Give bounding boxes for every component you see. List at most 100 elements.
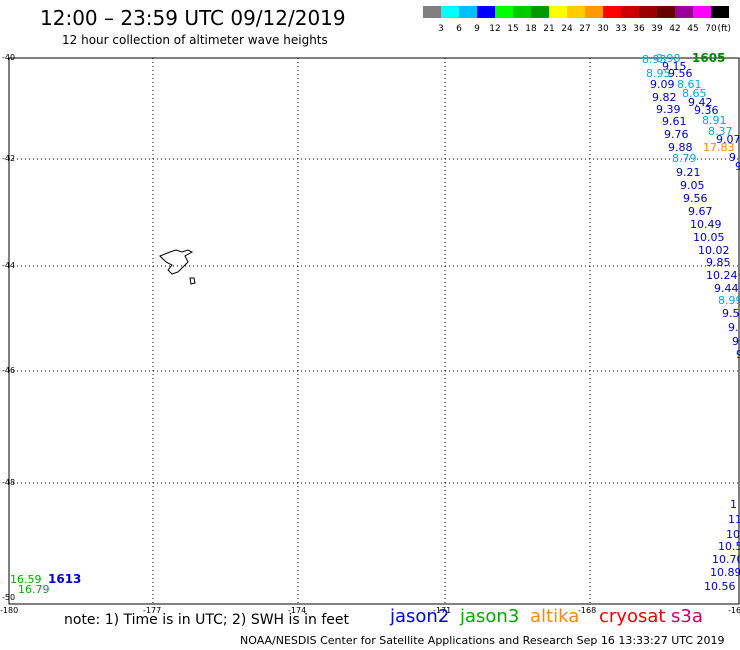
wave-height-value: 8.93: [642, 53, 667, 66]
wave-height-value: 9.44: [714, 282, 739, 295]
wave-height-value: 9: [735, 160, 740, 173]
wave-height-value: 10.56: [704, 580, 736, 593]
wave-height-value: 9.56: [668, 67, 693, 80]
wave-height-value: 9.: [728, 321, 739, 334]
colorbar-label: 15: [507, 24, 518, 34]
wave-height-value: 1: [730, 498, 737, 511]
wave-height-value: 9.61: [662, 115, 687, 128]
wave-height-value: 9.56: [683, 192, 708, 205]
colorbar-swatch: [675, 6, 693, 18]
lat-lon-grid: [9, 58, 739, 604]
wave-height-value: 10.89: [710, 566, 740, 579]
lon-tick-label: -171: [433, 606, 451, 615]
lon-tick-label: -168: [578, 606, 596, 615]
wave-height-value: 9.67: [688, 205, 713, 218]
track-time-label: 1605: [692, 51, 725, 65]
colorbar-label: 27: [579, 24, 590, 34]
lat-tick-label: -42: [2, 154, 15, 163]
lon-tick-label: -16: [728, 606, 740, 615]
wave-height-value: 10.24: [706, 269, 738, 282]
colorbar-label: 18: [525, 24, 537, 34]
track-time-label: 1613: [48, 572, 81, 586]
colorbar-swatch: [585, 6, 603, 18]
map-frame: [8, 57, 740, 605]
wave-height-value: 9.21: [676, 166, 701, 179]
colorbar-swatch: [603, 6, 621, 18]
note-text: note: 1) Time is in UTC; 2) SWH is in fe…: [64, 612, 350, 628]
colorbar-label: 24: [561, 24, 573, 34]
wave-height-value: 17.83: [703, 141, 735, 154]
wave-height-value: 8.95: [646, 67, 671, 80]
wave-height-value: 9.42: [688, 96, 713, 109]
colorbar-swatch: [477, 6, 495, 18]
wave-height-value: 9.07: [716, 133, 740, 146]
lat-tick-label: -46: [2, 366, 15, 375]
colorbar-swatch: [531, 6, 549, 18]
lat-tick-label: -50: [2, 593, 15, 602]
wave-height-value: 9.88: [668, 141, 693, 154]
wave-height-value: 8.61: [677, 78, 702, 91]
wave-height-value: 10.05: [693, 231, 725, 244]
colorbar-swatch: [495, 6, 513, 18]
wave-height-value: 16.79: [18, 583, 50, 596]
colorbar-label: 36: [633, 24, 645, 34]
wave-height-value: 9: [736, 348, 740, 361]
colorbar-swatch: [513, 6, 531, 18]
wave-height-value: 9.82: [652, 91, 677, 104]
colorbar-swatch: [423, 6, 441, 18]
colorbar-swatch: [657, 6, 675, 18]
wave-height-value: 8.65: [682, 87, 707, 100]
lon-tick-label: -180: [0, 606, 18, 615]
colorbar-swatch: [549, 6, 567, 18]
wave-height-value: 10.02: [698, 244, 730, 257]
map-title: 12:00 – 23:59 UTC 09/12/2019: [40, 6, 346, 30]
colorbar-label: 45: [687, 24, 698, 34]
map-subtitle: 12 hour collection of altimeter wave hei…: [62, 33, 328, 47]
lat-tick-label: -44: [2, 261, 15, 270]
colorbar-label: 21: [543, 24, 554, 34]
colorbar-swatch: [621, 6, 639, 18]
wave-height-value: 8.37: [708, 125, 733, 138]
colorbar-swatch: [459, 6, 477, 18]
lat-tick-label: -40: [2, 53, 15, 62]
lon-tick-label: -177: [143, 606, 161, 615]
legend-jason2: jason2: [390, 606, 450, 627]
legend-altika: altika: [530, 606, 580, 627]
color-scale-bar: 3 6 9 12 15 18 21 24 27 30 33 36 39 42 45 70 (ft): [423, 6, 731, 34]
wave-height-value: 10.: [726, 528, 740, 541]
colorbar-label: 6: [456, 24, 462, 34]
wave-height-labels: 8.988.939.158.959.569.09 8.618.659.82 9.42…: [10, 51, 740, 596]
wave-height-value: 8.79: [672, 152, 697, 165]
colorbar-label: 12: [489, 24, 500, 34]
colorbar-swatch: [567, 6, 585, 18]
wave-height-value: 9: [729, 151, 736, 164]
wave-height-value: 16.59: [10, 573, 42, 586]
colorbar-swatch: [693, 6, 711, 18]
wave-height-value: 9: [732, 335, 739, 348]
wave-height-value: 9.15: [662, 60, 687, 73]
legend-jason3: jason3: [460, 606, 520, 627]
colorbar-swatch: [441, 6, 459, 18]
colorbar-label: 3: [438, 24, 444, 34]
wave-height-value: 9.85: [706, 256, 731, 269]
wave-height-value: 9.76: [664, 128, 689, 141]
lon-tick-label: -174: [288, 606, 306, 615]
colorbar-label: 70: [705, 24, 717, 34]
wave-height-value: 9.5: [722, 307, 740, 320]
lat-tick-label: -48: [2, 478, 15, 487]
axis-labels: -40 -42 -44 -46 -48 -50 -180 -177 -174 -171 -168 -1…: [0, 53, 740, 615]
colorbar-label: 39: [651, 24, 663, 34]
colorbar-label: 9: [474, 24, 480, 34]
colorbar-label: 42: [669, 24, 680, 34]
wave-height-value: 8.99: [718, 294, 740, 307]
colorbar-unit: (ft): [717, 24, 731, 34]
wave-height-value: 9.36: [694, 104, 719, 117]
wave-height-value: 10.5: [718, 540, 740, 553]
credit-line: NOAA/NESDIS Center for Satellite Applica…: [240, 634, 725, 647]
wave-height-value: 9.09: [650, 78, 675, 91]
legend-cryosat: cryosat: [599, 606, 666, 627]
wave-height-value: 9.39: [656, 103, 681, 116]
island-outline: [159, 249, 196, 285]
wave-height-value: 11: [728, 513, 740, 526]
